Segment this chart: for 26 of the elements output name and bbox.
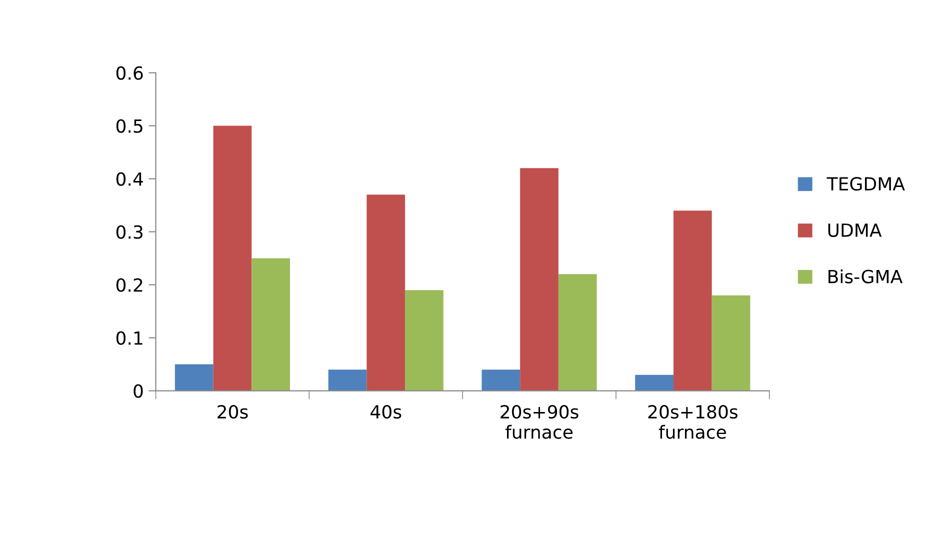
- legend-label: UDMA: [828, 224, 882, 238]
- legend-label: TEGDMA: [826, 176, 905, 191]
- bar: [673, 210, 712, 391]
- x-tick-label: 20s+90s furnace: [500, 404, 578, 439]
- bar: [213, 126, 252, 391]
- x-tick-label: 20s: [218, 404, 248, 419]
- bar: [712, 295, 750, 391]
- y-tick-label: 0.6: [116, 66, 143, 80]
- bar: [252, 258, 290, 391]
- bar: [328, 370, 367, 391]
- bar: [520, 168, 558, 391]
- y-tick-label: 0.3: [116, 225, 143, 239]
- x-tick-label: 40s: [370, 404, 402, 419]
- bar: [635, 374, 674, 391]
- bar: [482, 370, 520, 391]
- y-tick-label: 0.2: [116, 278, 142, 292]
- bar: [558, 274, 597, 391]
- y-tick-label: 0.5: [116, 119, 142, 133]
- bar: [366, 194, 406, 391]
- bar: [405, 290, 444, 391]
- y-tick-label: 0: [134, 384, 143, 398]
- legend-label: Bis-GMA: [828, 269, 903, 284]
- bar: [174, 364, 214, 391]
- y-tick-label: 0.4: [116, 172, 143, 186]
- x-tick-label: 20s+180s furnace: [648, 404, 738, 439]
- y-tick-label: 0.1: [116, 331, 142, 345]
